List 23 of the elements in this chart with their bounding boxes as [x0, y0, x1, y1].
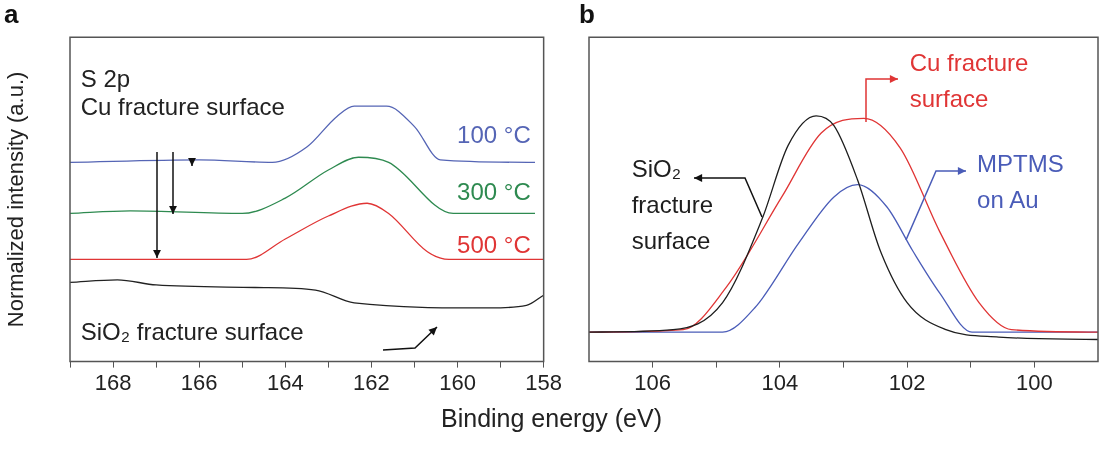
legend-label: MPTMS on Au	[977, 149, 1064, 213]
legend-label: Cu fracture surface	[909, 48, 1029, 112]
series-label: 500 °C	[457, 231, 531, 259]
x-tick-label: 160	[439, 369, 476, 395]
x-tick-label: 104	[761, 369, 799, 395]
x-tick-label: 106	[634, 369, 671, 395]
text: S 2p	[80, 65, 131, 93]
annotation: Cu fracture surface	[80, 93, 285, 121]
x-tick-label: 158	[525, 369, 563, 395]
series-label: 100 °C	[457, 121, 531, 149]
series-label: 300 °C	[457, 177, 531, 205]
x-tick-label: 166	[180, 369, 218, 395]
x-tick-label: 102	[888, 369, 926, 395]
series-label: SiO₂ fracture surface	[80, 318, 304, 346]
x-tick-label: 168	[94, 369, 132, 395]
y-axis-title: Normalized intensity (a.u.)	[3, 71, 29, 328]
chart-title: b	[579, 0, 595, 29]
x-tick-label: 164	[266, 369, 304, 395]
x-axis-title: Binding energy (eV)	[440, 404, 663, 433]
x-tick-label: 162	[353, 369, 390, 395]
chart-title: a	[4, 0, 19, 29]
series-label: SiO₂ fracture surface	[631, 154, 713, 254]
x-tick-label: 100	[1016, 369, 1053, 395]
